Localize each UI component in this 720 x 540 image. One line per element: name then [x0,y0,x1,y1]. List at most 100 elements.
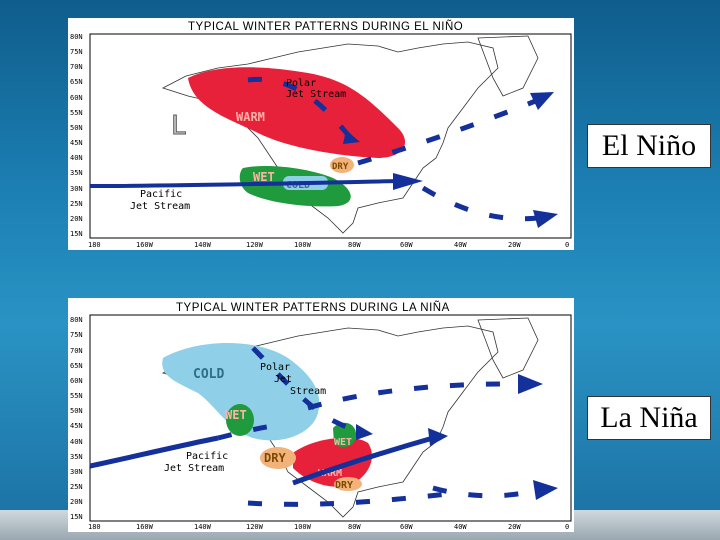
lon-tick: 140W [194,523,212,531]
el-nino-pacific-jet-arrow [89,179,399,188]
lat-tick: 25N [70,483,83,491]
lat-tick: 65N [70,78,83,86]
el-nino-polar-jet-arrowhead-east [530,92,554,110]
la-nina-wet-east-region [333,422,357,448]
lat-tick: 15N [70,230,83,238]
el-nino-polar-jet-arrowhead [343,130,360,144]
el-nino-lon-ticks: 180 160W 140W 120W 100W 80W 60W 40W 20W … [88,241,569,249]
la-nina-cold-label: COLD [193,367,224,382]
lat-tick: 25N [70,200,83,208]
la-nina-pacific-jet-label-2: Jet Stream [164,463,224,474]
el-nino-greenland [477,35,539,97]
lat-tick: 70N [70,63,83,71]
la-nina-dry-south-region [260,447,296,469]
la-nina-pacific-jet-arrow-east [247,491,449,507]
lon-tick: 160W [136,523,154,531]
la-nina-polar-jet-arrowhead [356,424,373,440]
la-nina-map: TYPICAL WINTER PATTERNS DURING LA NIÑA 8… [68,298,574,532]
lat-tick: 30N [70,468,83,476]
lat-tick: 20N [70,215,83,223]
la-nina-pacific-jet-arrow [89,435,219,469]
lat-tick: 55N [70,109,83,117]
la-nina-wet-west-region [226,404,254,436]
lat-tick: 50N [70,124,83,132]
lat-tick: 65N [70,362,83,370]
el-nino-pacific-jet-arrowhead-east [533,210,558,228]
la-nina-label: La Niña [587,396,711,440]
lat-tick: 35N [70,169,83,177]
el-nino-pacific-jet-arrowhead [393,173,423,190]
la-nina-map-frame [89,314,572,522]
lon-tick: 160W [136,241,154,249]
lon-tick: 80W [348,523,361,531]
el-nino-pacific-jet-label-2: Jet Stream [130,201,190,212]
la-nina-polar-jet-label-3: Stream [290,386,326,397]
lat-tick: 40N [70,154,83,162]
la-nina-warm-label: WARM [318,468,342,479]
la-nina-wet-west-label: WET [225,408,247,422]
lat-tick: 80N [70,33,83,41]
lat-tick: 35N [70,453,83,461]
low-pressure-symbol: L [171,111,187,141]
lat-tick: 80N [70,316,83,324]
lon-tick: 0 [565,241,569,249]
el-nino-dry-label: DRY [332,162,349,172]
el-nino-pacific-jet-label-1: Pacific [140,189,182,200]
lon-tick: 180 [88,523,101,531]
la-nina-map-title: TYPICAL WINTER PATTERNS DURING LA NIÑA [176,301,450,314]
la-nina-polar-jet-arrow-east [307,381,524,411]
el-nino-label-text: El Niño [601,129,697,162]
lon-tick: 120W [246,523,264,531]
lat-tick: 75N [70,48,83,56]
la-nina-polar-jet-label-2: Jet [274,374,292,385]
la-nina-pacific-jet-arrowhead-southern [428,428,448,446]
el-nino-polar-jet-label-1: Polar [286,78,316,89]
lon-tick: 20W [508,523,521,531]
el-nino-lat-ticks: 80N 75N 70N 65N 60N 55N 50N 45N 40N 35N … [70,33,83,238]
la-nina-pacific-jet-arrow-southern [292,435,434,486]
lon-tick: 60W [400,523,413,531]
la-nina-pacific-jet-arrow-far-east [432,485,539,499]
lat-tick: 70N [70,347,83,355]
lon-tick: 40W [454,523,467,531]
la-nina-dry-east-region [334,477,362,491]
el-nino-wet-label: WET [253,170,275,184]
lon-tick: 120W [246,241,264,249]
la-nina-coastline [161,325,499,518]
la-nina-polar-jet-arrowhead-east [518,374,543,394]
el-nino-map-frame [89,33,572,239]
la-nina-pacific-jet-label-1: Pacific [186,451,228,462]
lat-tick: 60N [70,377,83,385]
la-nina-dry-east-label: DRY [335,480,353,491]
el-nino-polar-jet-label-2: Jet Stream [286,89,346,100]
el-nino-dry-region [330,157,354,173]
lat-tick: 45N [70,139,83,147]
la-nina-pacific-jet-arrowhead-east [533,480,558,500]
la-nina-greenland [477,317,539,379]
el-nino-pacific-jet-arrow-east [421,185,539,222]
lon-tick: 40W [454,241,467,249]
la-nina-dry-south-label: DRY [264,451,286,465]
el-nino-map-svg: TYPICAL WINTER PATTERNS DURING EL NIÑO 8… [70,20,572,249]
el-nino-cold-label: COLD [286,180,310,191]
lat-tick: 45N [70,422,83,430]
la-nina-cold-region [162,343,320,441]
la-nina-wet-east-label: WET [334,437,352,448]
lat-tick: 75N [70,331,83,339]
la-nina-lon-ticks: 180 160W 140W 120W 100W 80W 60W 40W 20W … [88,523,569,531]
lon-tick: 100W [294,241,312,249]
lat-tick: 40N [70,438,83,446]
lon-tick: 180 [88,241,101,249]
la-nina-pacific-jet-arrow-dashed [217,423,274,441]
lon-tick: 20W [508,241,521,249]
el-nino-map: TYPICAL WINTER PATTERNS DURING EL NIÑO 8… [68,18,574,250]
lon-tick: 60W [400,241,413,249]
lat-tick: 20N [70,498,83,506]
lat-tick: 15N [70,513,83,521]
el-nino-warm-label: WARM [236,110,265,124]
lat-tick: 55N [70,392,83,400]
lat-tick: 30N [70,185,83,193]
lon-tick: 100W [294,523,312,531]
lon-tick: 140W [194,241,212,249]
lon-tick: 80W [348,241,361,249]
